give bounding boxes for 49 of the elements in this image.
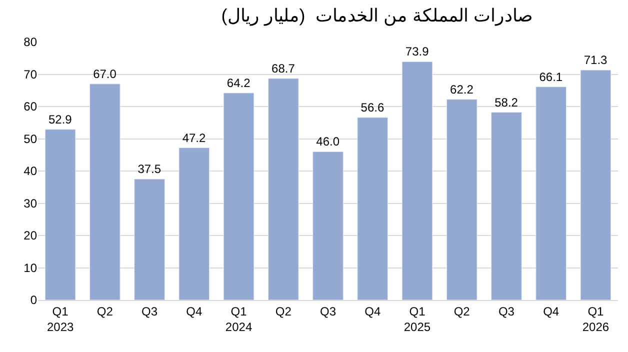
y-tick-label: 0 [30, 293, 38, 308]
y-tick-label: 30 [24, 196, 38, 210]
x-tick-label: Q2 [454, 304, 470, 318]
data-label: 71.3 [584, 53, 608, 68]
data-label: 52.9 [48, 112, 72, 126]
x-tick-label: Q4 [186, 304, 202, 318]
data-label: 37.5 [138, 162, 162, 176]
x-tick-label: Q4 [364, 304, 381, 318]
y-tick-label: 10 [24, 260, 38, 275]
y-tick-label: 50 [24, 132, 38, 146]
bar [312, 151, 344, 300]
bar [178, 148, 210, 300]
data-label: 64.2 [226, 76, 251, 90]
chart-title: صادرات المملكة من الخدمات (مليار ريال) [221, 5, 532, 26]
x-tick-label: Q3 [498, 304, 515, 318]
y-tick-label: 80 [24, 35, 38, 50]
x-tick-label: Q1 2024 [225, 304, 252, 334]
x-tick-label: Q3 [320, 304, 336, 318]
y-tick-label: 60 [24, 100, 38, 114]
y-tick-label: 70 [24, 67, 38, 82]
data-label: 56.6 [360, 100, 384, 114]
data-label: 47.2 [182, 130, 206, 145]
y-tick-label: 40 [24, 164, 38, 178]
bar [223, 92, 254, 300]
data-label: 62.2 [450, 82, 474, 96]
data-label: 67.0 [93, 66, 117, 81]
data-label: 66.1 [539, 70, 563, 84]
bar [44, 129, 76, 300]
data-label: 68.7 [272, 61, 296, 76]
y-tick-label: 20 [24, 228, 38, 243]
x-tick-label: Q1 2026 [582, 304, 610, 334]
bar [536, 86, 566, 300]
x-tick-label: Q4 [543, 304, 560, 318]
bar [402, 61, 433, 300]
bar [580, 70, 612, 300]
bar [268, 78, 299, 300]
bar [357, 117, 388, 300]
data-label: 73.9 [405, 44, 430, 59]
bar [446, 99, 478, 300]
x-tick-label: Q1 2023 [46, 304, 74, 334]
x-tick-label: Q2 [275, 304, 292, 318]
data-label: 46.0 [316, 134, 340, 149]
bar [134, 178, 165, 300]
x-tick-label: Q3 [142, 304, 158, 318]
x-tick-label: Q2 [96, 304, 114, 318]
bar [491, 112, 522, 300]
bar [90, 84, 120, 300]
data-label: 58.2 [494, 95, 518, 110]
x-tick-label: Q1 2025 [404, 304, 431, 334]
